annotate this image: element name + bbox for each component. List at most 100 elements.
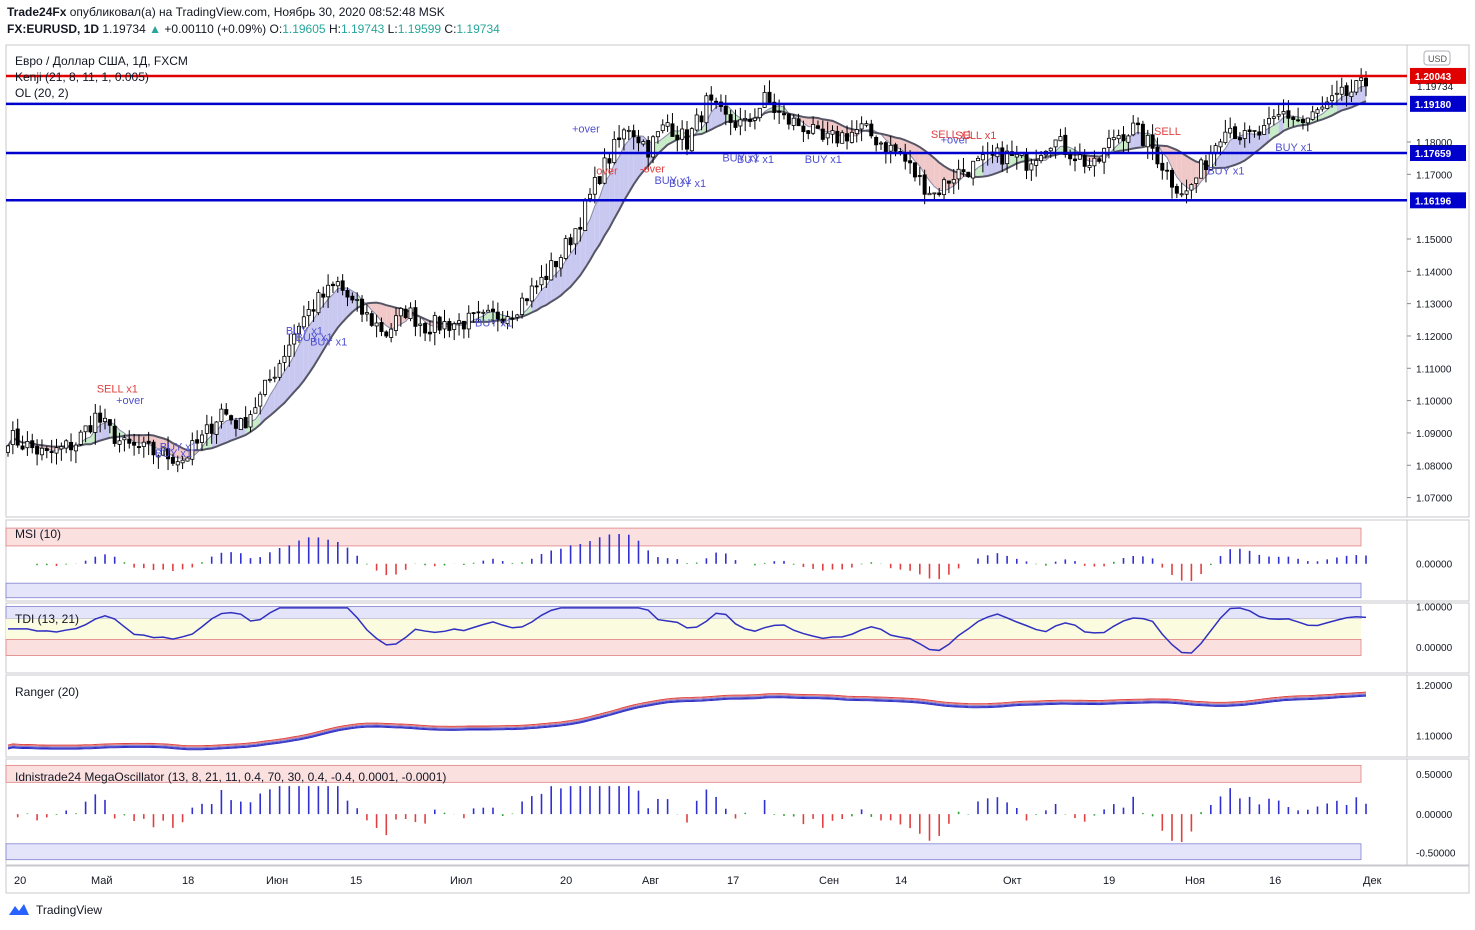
candle-body	[117, 440, 122, 445]
band-segment	[1167, 146, 1172, 169]
candle-body	[752, 117, 757, 121]
candle-body	[1063, 134, 1068, 155]
candle-body	[694, 114, 699, 131]
candle-body	[166, 448, 171, 460]
candle-body	[820, 128, 825, 140]
band-segment	[924, 150, 930, 181]
zone-band	[5, 843, 1362, 861]
candle-body	[602, 157, 607, 184]
candle-body	[49, 451, 54, 453]
ol-legend[interactable]: OL (20, 2)	[15, 86, 69, 100]
candle-body	[971, 160, 976, 179]
candle-body	[757, 107, 762, 119]
candle-body	[1218, 141, 1223, 148]
candle-body	[403, 308, 408, 319]
kenji-legend[interactable]: Kenji (21, 8, 11, 1, 0.005)	[15, 70, 149, 84]
candle-body	[10, 430, 15, 446]
band-segment	[948, 169, 954, 189]
band-segment	[1176, 149, 1182, 184]
candle-body	[515, 314, 520, 318]
band-segment	[614, 156, 620, 219]
signal-label: SELL	[1154, 126, 1181, 138]
candle-body	[64, 440, 69, 449]
candle-body	[1237, 137, 1242, 141]
candle-body	[704, 95, 709, 124]
band-segment	[575, 239, 581, 282]
candle-body	[1233, 126, 1238, 139]
candle-body	[1014, 154, 1019, 158]
candle-body	[646, 140, 651, 158]
candle-body	[1145, 134, 1150, 148]
mega-pane-label[interactable]: Idnistrade24 MegaOscillator (13, 8, 21, …	[15, 770, 447, 784]
candle-body	[869, 123, 874, 137]
signal-label: BUY x1	[160, 442, 197, 454]
candle-body	[670, 123, 675, 137]
candle-body	[1247, 129, 1252, 133]
candle-body	[1039, 155, 1044, 162]
candle-body	[98, 412, 103, 423]
candle-body	[1000, 147, 1005, 165]
band-segment	[1361, 86, 1366, 104]
pane-tick-label: 0.50000	[1416, 770, 1453, 781]
band-segment	[284, 364, 290, 403]
y-tick-label: 1.12000	[1416, 332, 1453, 343]
candle-body	[59, 446, 64, 450]
candle-body	[311, 309, 316, 312]
candle-body	[389, 328, 394, 338]
candle-body	[1349, 91, 1354, 98]
candle-body	[655, 131, 660, 138]
candle-body	[723, 105, 728, 115]
band-segment	[822, 119, 828, 132]
publisher-name[interactable]: Trade24Fx	[7, 5, 67, 19]
y-tick-label: 1.13000	[1416, 300, 1453, 311]
candle-body	[1136, 122, 1141, 126]
candle-body	[917, 175, 922, 177]
tdi-pane-label[interactable]: TDI (13, 21)	[15, 612, 80, 626]
candle-body	[912, 162, 917, 178]
candle-body	[253, 407, 258, 414]
candle-body	[534, 285, 539, 288]
candle-body	[1203, 160, 1208, 171]
band-segment	[735, 114, 741, 121]
candle-body	[1344, 85, 1349, 96]
candle-body	[849, 131, 854, 143]
candle-body	[1194, 177, 1199, 184]
price-axis	[1406, 602, 1470, 674]
candle-body	[301, 316, 306, 328]
level-tag	[1410, 95, 1466, 112]
candle-body	[1334, 92, 1339, 95]
ranger-line	[7, 691, 1367, 747]
candle-body	[539, 276, 544, 286]
symbol-name: FX:EURUSD, 1D	[7, 22, 100, 36]
x-tick-label: Май	[91, 875, 113, 887]
candle-body	[384, 331, 389, 337]
band-segment	[556, 268, 561, 299]
pane-tick-label: -0.50000	[1416, 848, 1456, 859]
band-segment	[1186, 156, 1192, 190]
candle-body	[748, 119, 753, 122]
candle-body	[214, 421, 219, 435]
band-segment	[900, 138, 906, 153]
candle-body	[427, 331, 432, 335]
level-tag-label: 1.20043	[1415, 72, 1452, 83]
candle-body	[229, 415, 234, 421]
candle-body	[379, 322, 384, 332]
candle-body	[1330, 95, 1335, 102]
ranger-pane-label[interactable]: Ranger (20)	[15, 685, 80, 699]
candle-body	[461, 320, 466, 330]
candle-body	[132, 441, 137, 446]
band-segment	[182, 448, 188, 461]
band-segment	[1254, 133, 1260, 154]
candle-body	[607, 158, 612, 164]
footer: TradingView	[8, 903, 102, 917]
footer-brand[interactable]: TradingView	[36, 903, 103, 917]
candle-body	[665, 122, 670, 127]
msi-pane-label[interactable]: MSI (10)	[15, 527, 62, 541]
band-segment	[1273, 122, 1279, 138]
signal-label: BUY x1	[669, 178, 706, 190]
close-label: C:	[444, 22, 457, 36]
candle-body	[893, 144, 898, 152]
band-segment	[992, 153, 998, 175]
candle-body	[811, 124, 816, 134]
